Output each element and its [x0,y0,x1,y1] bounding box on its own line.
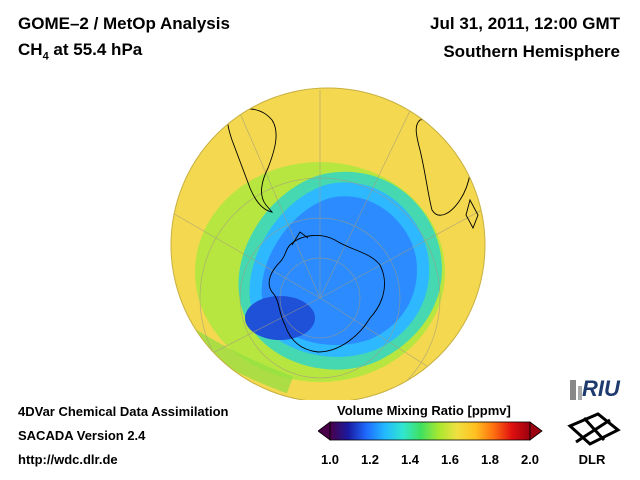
colorbar-min-arrow [318,421,331,441]
riu-text: RIU [582,376,621,401]
antarctica-coast [268,234,385,353]
riu-logo: RIU [570,376,621,401]
australia-coast [394,388,441,400]
species-subscript: 4 [42,50,49,63]
southern-hemisphere-map [170,87,486,400]
colorbar-title: Volume Mixing Ratio [ppmv] [337,403,511,418]
colorbar-tick-label: 1.4 [400,452,420,467]
pressure-level: at 55.4 hPa [48,40,143,59]
dlr-text: DLR [579,452,606,466]
antarctic-peninsula [291,231,309,246]
south-america-coast [227,108,277,213]
colorbar-tick-label: 2.0 [520,452,540,467]
footer-url[interactable]: http://wdc.dlr.de [18,452,118,467]
colorbar [318,421,543,441]
colorbar-tick-label: 1.6 [440,452,460,467]
colorbar-ramp [329,421,531,441]
colorbar-tick-label: 1.8 [480,452,500,467]
footer-line-2: SACADA Version 2.4 [18,428,146,443]
vortex-core [245,296,315,340]
colorbar-tick-label: 1.2 [360,452,380,467]
graticule [171,89,485,400]
species: CH [18,40,43,59]
colorbar-max-arrow [529,421,543,441]
title-line-2: CH4 at 55.4 hPa [18,40,142,62]
region-label: Southern Hemisphere [443,42,620,61]
madagascar [465,198,479,230]
dlr-logo: DLR [567,412,621,466]
date-time: Jul 31, 2011, 12:00 GMT [430,14,620,33]
title-line-1: GOME–2 / MetOp Analysis [18,14,230,33]
footer-line-1: 4DVar Chemical Data Assimilation [18,404,229,419]
colorbar-tick-label: 1.0 [320,452,340,467]
